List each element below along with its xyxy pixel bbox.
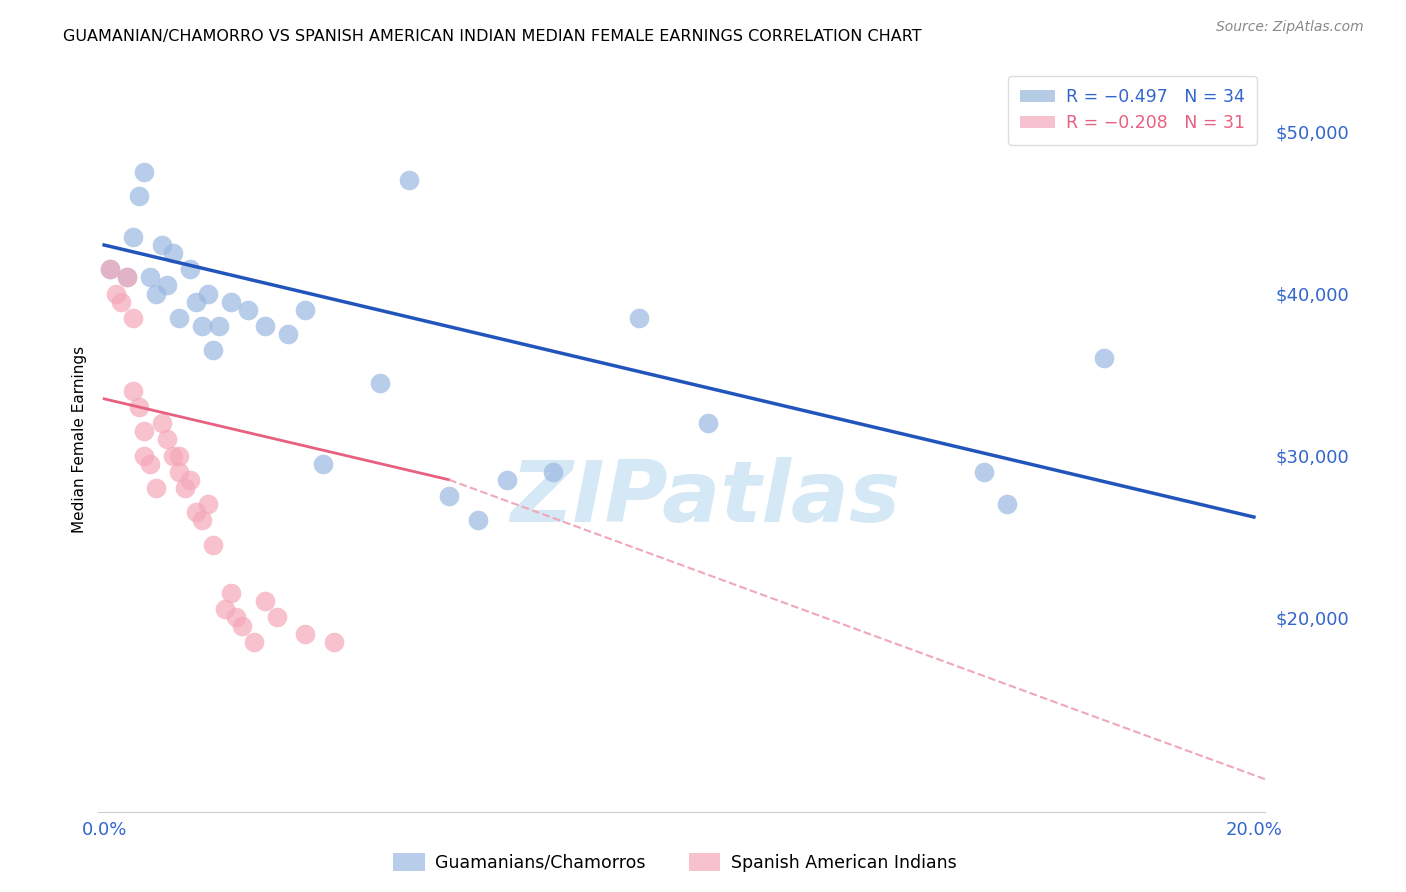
Point <box>219 294 242 309</box>
Point <box>179 473 201 487</box>
Point <box>277 327 299 342</box>
Point <box>115 270 138 285</box>
Point <box>437 489 460 503</box>
Point <box>122 310 145 325</box>
Point <box>191 513 214 527</box>
Point <box>156 278 179 293</box>
Point <box>294 302 316 317</box>
Point <box>167 449 190 463</box>
Point <box>162 449 184 463</box>
Point <box>696 416 718 430</box>
Point <box>139 270 162 285</box>
Point <box>197 286 219 301</box>
Point <box>197 497 219 511</box>
Point <box>242 634 264 648</box>
Y-axis label: Median Female Earnings: Median Female Earnings <box>72 346 87 533</box>
Point <box>254 318 277 333</box>
Point <box>214 602 236 616</box>
Point <box>134 424 156 438</box>
Legend: Guamanians/Chamorros, Spanish American Indians: Guamanians/Chamorros, Spanish American I… <box>387 847 963 879</box>
Point <box>179 262 201 277</box>
Point <box>128 189 150 203</box>
Point <box>398 173 420 187</box>
Text: GUAMANIAN/CHAMORRO VS SPANISH AMERICAN INDIAN MEDIAN FEMALE EARNINGS CORRELATION: GUAMANIAN/CHAMORRO VS SPANISH AMERICAN I… <box>63 29 922 44</box>
Point <box>219 586 242 600</box>
Point <box>162 246 184 260</box>
Point <box>150 238 173 252</box>
Point <box>323 634 346 648</box>
Point <box>186 505 208 519</box>
Legend: R = −0.497   N = 34, R = −0.208   N = 31: R = −0.497 N = 34, R = −0.208 N = 31 <box>1008 76 1257 145</box>
Point <box>167 310 190 325</box>
Point <box>167 465 190 479</box>
Point <box>191 318 214 333</box>
Point <box>134 165 156 179</box>
Point <box>225 610 247 624</box>
Point <box>202 537 225 551</box>
Text: ZIPatlas: ZIPatlas <box>510 458 900 541</box>
Point <box>495 473 517 487</box>
Point <box>627 310 650 325</box>
Point <box>368 376 391 390</box>
Point <box>173 481 195 495</box>
Point <box>110 294 132 309</box>
Point <box>231 618 253 632</box>
Point <box>98 262 121 277</box>
Point <box>145 286 167 301</box>
Point <box>145 481 167 495</box>
Point <box>467 513 489 527</box>
Point <box>134 449 156 463</box>
Point <box>208 318 231 333</box>
Point <box>266 610 288 624</box>
Point <box>139 457 162 471</box>
Point <box>541 465 564 479</box>
Point <box>254 594 277 608</box>
Point <box>150 416 173 430</box>
Point <box>973 465 995 479</box>
Point <box>104 286 127 301</box>
Point <box>202 343 225 358</box>
Point <box>128 400 150 414</box>
Point <box>294 626 316 640</box>
Point <box>186 294 208 309</box>
Point <box>1094 351 1116 366</box>
Point <box>98 262 121 277</box>
Point <box>122 384 145 398</box>
Point <box>115 270 138 285</box>
Point <box>156 432 179 446</box>
Point <box>995 497 1018 511</box>
Point <box>236 302 259 317</box>
Point <box>311 457 333 471</box>
Text: Source: ZipAtlas.com: Source: ZipAtlas.com <box>1216 20 1364 34</box>
Point <box>122 230 145 244</box>
